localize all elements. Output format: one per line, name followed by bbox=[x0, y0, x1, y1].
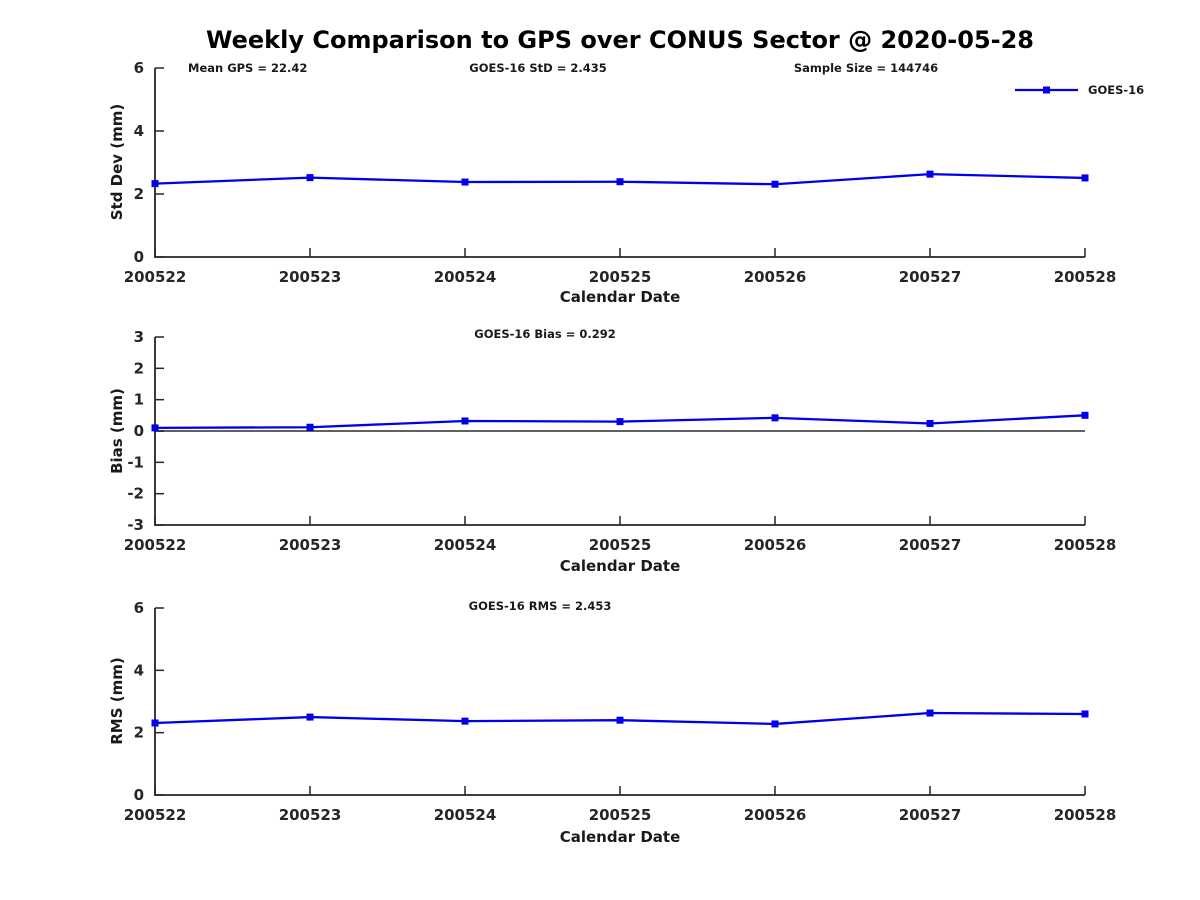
data-point-marker bbox=[461, 417, 469, 425]
y-tick-label: 3 bbox=[134, 328, 144, 346]
data-point-marker bbox=[151, 180, 159, 188]
annotation-goes16-rms: GOES-16 RMS = 2.453 bbox=[468, 599, 612, 613]
legend-line-marker-icon bbox=[1015, 86, 1078, 94]
x-tick-label: 200528 bbox=[1054, 806, 1117, 824]
y-tick-label: 1 bbox=[134, 391, 144, 409]
annotation-mean-gps: Mean GPS = 22.42 bbox=[188, 61, 308, 75]
data-point-marker bbox=[306, 713, 314, 721]
ylabel-std-dev: Std Dev (mm) bbox=[108, 103, 126, 221]
data-point-marker bbox=[151, 424, 159, 432]
axis-spines bbox=[154, 68, 1085, 258]
x-tick-label: 200527 bbox=[899, 268, 962, 286]
y-tick-label: 2 bbox=[134, 724, 144, 742]
data-point-marker bbox=[151, 719, 159, 727]
data-point-marker bbox=[461, 178, 469, 186]
x-tick-label: 200522 bbox=[124, 536, 187, 554]
data-point-marker bbox=[616, 178, 624, 186]
data-point-marker bbox=[926, 419, 934, 427]
data-point-marker bbox=[1081, 710, 1089, 718]
y-tick-label: 0 bbox=[134, 248, 144, 266]
y-tick-label: 0 bbox=[134, 422, 144, 440]
annotation-sample-size: Sample Size = 144746 bbox=[793, 61, 939, 75]
y-tick-label: -1 bbox=[127, 453, 144, 471]
x-tick-label: 200527 bbox=[899, 806, 962, 824]
x-tick-label: 200526 bbox=[744, 536, 807, 554]
y-tick-label: 6 bbox=[134, 59, 144, 77]
figure-title: Weekly Comparison to GPS over CONUS Sect… bbox=[205, 26, 1034, 54]
x-tick-label: 200523 bbox=[279, 536, 342, 554]
x-tick-label: 200522 bbox=[124, 806, 187, 824]
x-tick-label: 200526 bbox=[744, 268, 807, 286]
x-tick-label: 200523 bbox=[279, 268, 342, 286]
xlabel-calendar-date-1: Calendar Date bbox=[559, 288, 681, 306]
x-tick-label: 200525 bbox=[589, 268, 652, 286]
legend-label: GOES-16 bbox=[1088, 83, 1145, 97]
annotation-goes16-bias: GOES-16 Bias = 0.292 bbox=[474, 327, 616, 341]
annotation-goes16-std: GOES-16 StD = 2.435 bbox=[469, 61, 607, 75]
y-tick-label: 0 bbox=[134, 786, 144, 804]
xlabel-calendar-date-3: Calendar Date bbox=[559, 828, 681, 846]
data-point-marker bbox=[926, 709, 934, 717]
data-point-marker bbox=[926, 170, 934, 178]
data-point-marker bbox=[461, 717, 469, 725]
x-tick-label: 200526 bbox=[744, 806, 807, 824]
data-point-marker bbox=[771, 414, 779, 422]
subplot-std-dev: 0 2 4 6 200522 200523 200524 200525 200526 200527… bbox=[124, 59, 1117, 286]
x-tick-label: 200528 bbox=[1054, 268, 1117, 286]
xlabel-calendar-date-2: Calendar Date bbox=[559, 557, 681, 575]
y-tick-label: -3 bbox=[127, 516, 144, 534]
y-tick-label: 6 bbox=[134, 599, 144, 617]
legend: GOES-16 bbox=[1015, 83, 1144, 97]
x-tick-label: 200524 bbox=[434, 268, 497, 286]
axis-spines bbox=[154, 608, 1085, 796]
subplot-rms: 0 2 4 6 200522 200523 200524 200525 200526 200527… bbox=[124, 599, 1117, 824]
ylabel-bias: Bias (mm) bbox=[108, 388, 126, 474]
y-tick-label: 2 bbox=[134, 185, 144, 203]
data-point-marker bbox=[306, 423, 314, 431]
x-tick-label: 200527 bbox=[899, 536, 962, 554]
data-point-marker bbox=[306, 174, 314, 182]
y-tick-label: 2 bbox=[134, 359, 144, 377]
data-point-marker bbox=[1081, 174, 1089, 182]
x-tick-label: 200522 bbox=[124, 268, 187, 286]
data-point-marker bbox=[771, 720, 779, 728]
x-tick-label: 200525 bbox=[589, 536, 652, 554]
x-tick-label: 200525 bbox=[589, 806, 652, 824]
x-tick-label: 200524 bbox=[434, 536, 497, 554]
data-point-marker bbox=[771, 180, 779, 188]
data-point-marker bbox=[616, 418, 624, 426]
x-tick-label: 200528 bbox=[1054, 536, 1117, 554]
subplot-bias: -3 -2 -1 0 1 2 3 200522 200523 200524 200525 200526… bbox=[124, 328, 1117, 554]
y-tick-label: 4 bbox=[134, 122, 144, 140]
y-tick-label: -2 bbox=[127, 485, 144, 503]
y-tick-label: 4 bbox=[134, 661, 144, 679]
data-point-marker bbox=[1081, 411, 1089, 419]
x-tick-label: 200523 bbox=[279, 806, 342, 824]
data-point-marker bbox=[616, 716, 624, 724]
x-tick-label: 200524 bbox=[434, 806, 497, 824]
ylabel-rms: RMS (mm) bbox=[108, 657, 126, 745]
